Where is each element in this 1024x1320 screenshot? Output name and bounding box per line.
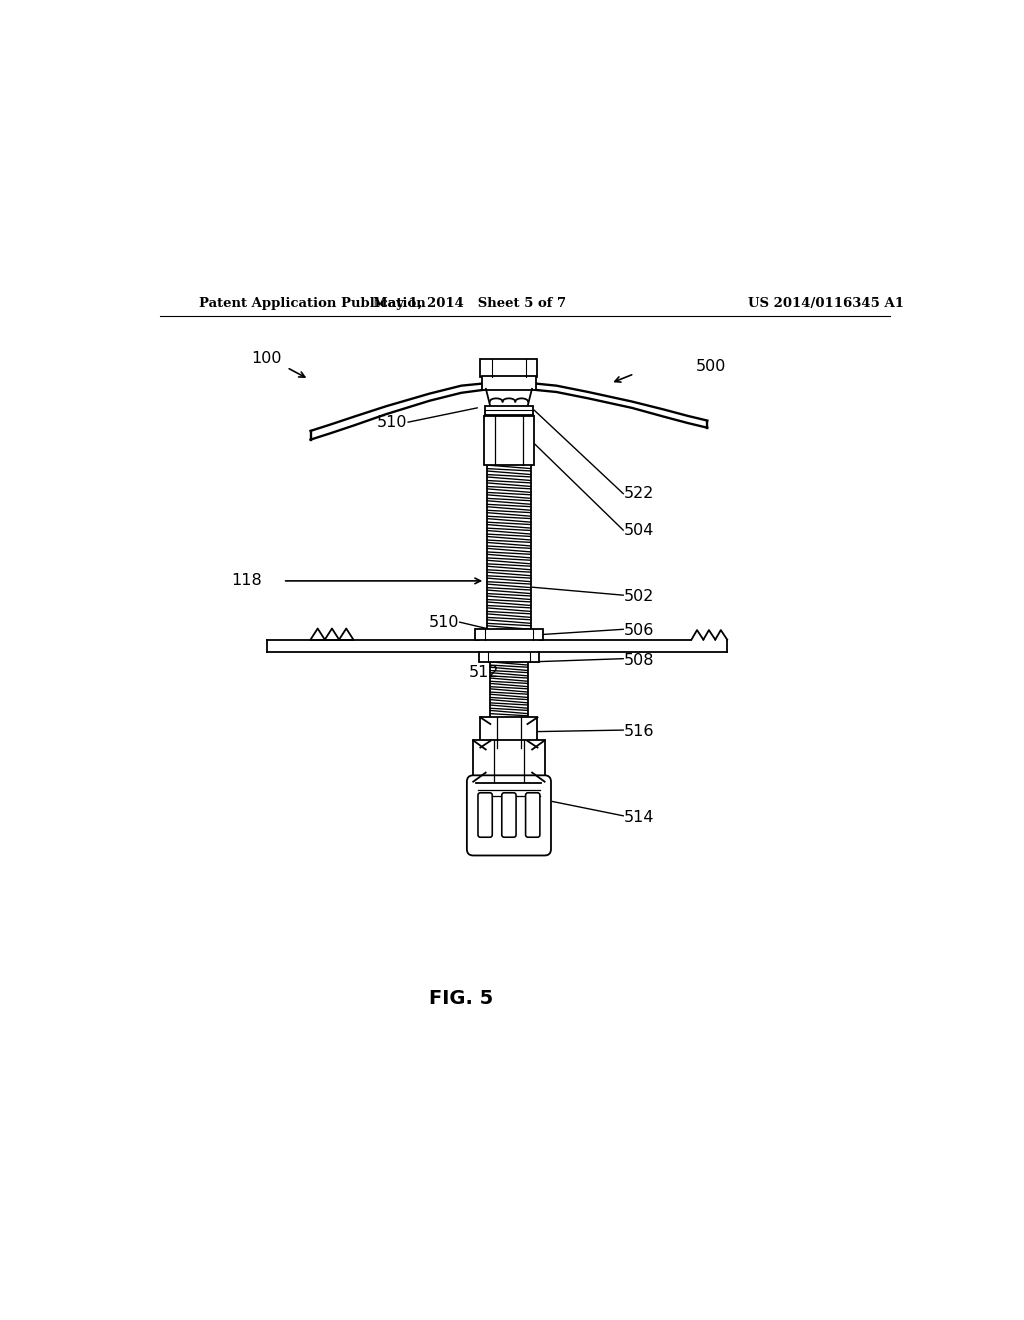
- Bar: [485, 405, 532, 414]
- Text: 522: 522: [624, 486, 654, 502]
- Text: May 1, 2014   Sheet 5 of 7: May 1, 2014 Sheet 5 of 7: [373, 297, 566, 310]
- Text: 504: 504: [624, 523, 654, 537]
- Bar: [473, 741, 545, 781]
- Text: Patent Application Publication: Patent Application Publication: [200, 297, 426, 310]
- Text: US 2014/0116345 A1: US 2014/0116345 A1: [749, 297, 904, 310]
- Bar: [480, 359, 538, 378]
- Text: 512: 512: [469, 665, 500, 680]
- FancyBboxPatch shape: [525, 793, 540, 837]
- Text: 506: 506: [624, 623, 654, 639]
- Bar: [482, 376, 536, 391]
- Text: 514: 514: [624, 810, 654, 825]
- Text: 510: 510: [429, 615, 460, 630]
- Text: 508: 508: [624, 653, 654, 668]
- Text: 500: 500: [695, 359, 726, 374]
- FancyBboxPatch shape: [502, 793, 516, 837]
- Text: 516: 516: [624, 725, 654, 739]
- Bar: [475, 628, 543, 640]
- Text: 502: 502: [624, 589, 654, 605]
- Bar: [484, 416, 534, 465]
- Bar: [479, 652, 539, 661]
- Text: 118: 118: [231, 573, 262, 589]
- Text: 100: 100: [251, 351, 282, 366]
- FancyBboxPatch shape: [478, 793, 493, 837]
- Bar: [480, 717, 538, 747]
- FancyBboxPatch shape: [467, 775, 551, 855]
- Text: FIG. 5: FIG. 5: [429, 989, 494, 1008]
- Text: 510: 510: [377, 414, 408, 430]
